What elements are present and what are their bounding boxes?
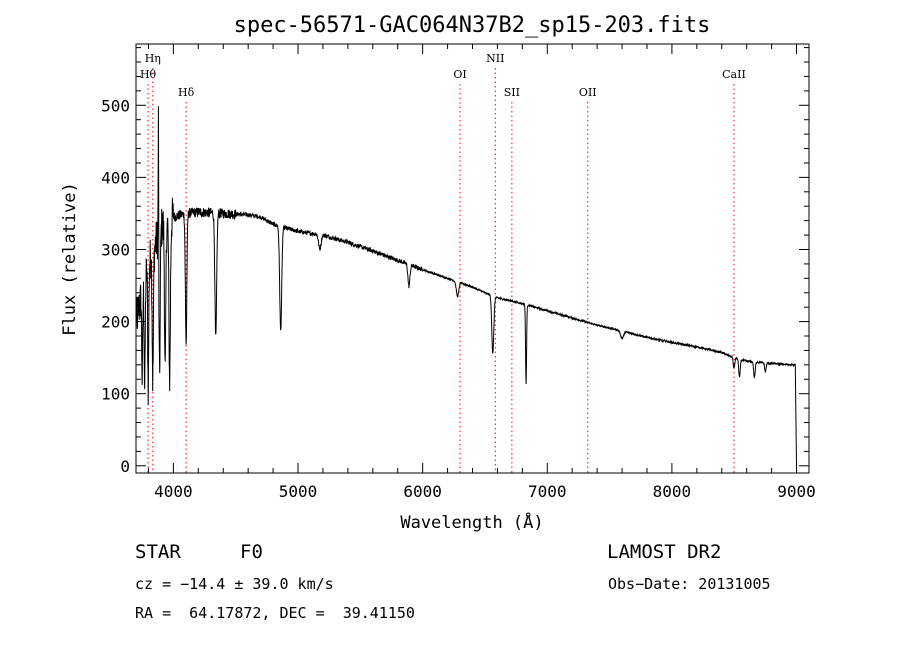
- observation-date: Obs−Date: 20131005: [608, 575, 771, 593]
- object-class: STAR: [135, 541, 181, 563]
- survey-name: LAMOST DR2: [607, 541, 722, 563]
- sky-coordinates: RA = 64.17872, DEC = 39.41150: [135, 604, 415, 622]
- y-tick-label: 300: [101, 240, 130, 259]
- object-subclass: F0: [240, 541, 263, 563]
- y-tick-label: 100: [101, 385, 130, 404]
- line-marker-label: NII: [486, 52, 504, 65]
- redshift-velocity: cz = −14.4 ± 39.0 km/s: [135, 575, 334, 593]
- line-marker-group: Hθ Hη Hδ OI NII SII OII CaII: [140, 52, 746, 473]
- line-marker-label: Hθ: [140, 68, 157, 81]
- y-tick-label: 200: [101, 313, 130, 332]
- y-tick-label: 400: [101, 168, 130, 187]
- x-axis-label: Wavelength (Å): [400, 511, 543, 533]
- line-marker-label: Hη: [145, 52, 161, 65]
- line-marker-label: SII: [504, 86, 520, 99]
- line-marker-label: OI: [453, 68, 466, 81]
- x-tick-label: 9000: [777, 482, 816, 501]
- x-tick-label: 8000: [653, 482, 692, 501]
- x-tick-label: 7000: [528, 482, 567, 501]
- spectrum-line: [135, 106, 797, 466]
- spectrum-series: [135, 106, 797, 466]
- y-axis-label: Flux (relative): [60, 182, 80, 336]
- x-axis: 4000 5000 6000 7000 8000 9000: [147, 44, 816, 501]
- line-marker-label: OII: [579, 86, 597, 99]
- x-tick-label: 4000: [154, 482, 193, 501]
- chart-title: spec-56571-GAC064N37B2_sp15-203.fits: [234, 13, 711, 38]
- line-marker-label: Hδ: [178, 86, 195, 99]
- y-axis: 0 100 200 300 400 500: [101, 47, 809, 476]
- line-marker-label: CaII: [722, 68, 746, 81]
- y-tick-label: 500: [101, 96, 130, 115]
- x-tick-label: 5000: [279, 482, 318, 501]
- plot-frame: [135, 43, 810, 474]
- y-tick-label: 0: [120, 457, 130, 476]
- x-tick-label: 6000: [403, 482, 442, 501]
